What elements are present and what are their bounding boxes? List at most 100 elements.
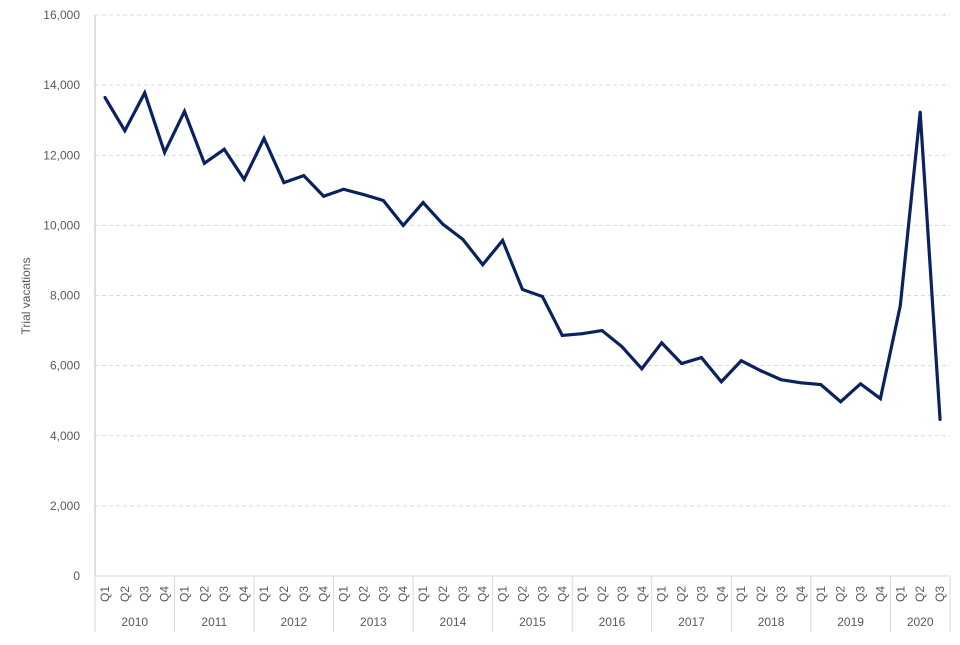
data-point (421, 201, 425, 205)
x-tick-label: Q3 (933, 586, 947, 602)
y-tick-label: 16,000 (43, 8, 80, 22)
data-point (381, 198, 385, 202)
x-tick-label: Q3 (217, 586, 231, 602)
x-tick-label: Q1 (734, 586, 748, 602)
y-tick-label: 14,000 (43, 78, 80, 92)
data-point (859, 382, 863, 386)
data-point (501, 238, 505, 242)
x-tick-label: Q2 (436, 586, 450, 602)
x-tick-label: Q4 (555, 586, 569, 602)
year-label: 2017 (678, 615, 705, 629)
x-tick-label: Q1 (177, 586, 191, 602)
data-point (282, 181, 286, 185)
x-tick-label: Q3 (854, 586, 868, 602)
data-point (640, 367, 644, 371)
x-tick-label: Q3 (138, 586, 152, 602)
x-tick-label: Q1 (257, 586, 271, 602)
data-point (401, 223, 405, 227)
x-tick-label: Q4 (873, 586, 887, 602)
data-point (600, 329, 604, 333)
data-point (719, 380, 723, 384)
year-label: 2011 (201, 615, 227, 629)
x-tick-label: Q1 (575, 586, 589, 602)
data-point (441, 222, 445, 226)
x-tick-label: Q1 (814, 586, 828, 602)
x-tick-label: Q4 (714, 586, 728, 602)
x-tick-label: Q2 (277, 586, 291, 602)
x-tick-label: Q2 (913, 586, 927, 602)
x-tick-label: Q4 (396, 586, 410, 602)
data-point (182, 109, 186, 113)
y-axis-label: Trial vacations (19, 258, 33, 335)
data-point (540, 295, 544, 299)
series (103, 88, 942, 422)
data-point (202, 161, 206, 165)
y-tick-label: 8,000 (50, 289, 80, 303)
data-point (799, 381, 803, 385)
x-tick-label: Q3 (535, 586, 549, 602)
data-point (938, 418, 942, 422)
data-point (680, 362, 684, 366)
data-point (560, 333, 564, 337)
x-tick-label: Q1 (496, 586, 510, 602)
x-tick-label: Q4 (476, 586, 490, 602)
x-tick-label: Q1 (416, 586, 430, 602)
data-point (361, 193, 365, 197)
data-point (878, 397, 882, 401)
data-point (481, 263, 485, 267)
data-point (699, 356, 703, 360)
y-axis-ticks: 0 2,000 4,000 6,000 8,000 10,000 12,000 14,000 1… (43, 8, 80, 583)
x-tick-label: Q4 (158, 586, 172, 602)
x-tick-label: Q2 (675, 586, 689, 602)
x-tick-label: Q2 (834, 586, 848, 602)
y-tick-label: 2,000 (50, 499, 80, 513)
year-label: 2012 (280, 615, 307, 629)
data-point (222, 147, 226, 151)
year-label: 2010 (121, 615, 148, 629)
x-tick-label: Q3 (694, 586, 708, 602)
x-tick-label: Q3 (297, 586, 311, 602)
data-point (302, 174, 306, 178)
data-point (143, 91, 147, 95)
data-point (242, 177, 246, 181)
data-point (759, 369, 763, 373)
data-point (918, 110, 922, 114)
y-tick-label: 10,000 (43, 218, 80, 232)
data-point (819, 383, 823, 387)
data-point (262, 136, 266, 140)
year-label: 2020 (907, 615, 934, 629)
data-point (739, 359, 743, 363)
y-tick-label: 0 (73, 569, 80, 583)
x-tick-label: Q1 (337, 586, 351, 602)
data-point (660, 341, 664, 345)
data-point (779, 378, 783, 382)
x-tick-label: Q1 (98, 586, 112, 602)
x-tick-label: Q1 (893, 586, 907, 602)
y-tick-label: 12,000 (43, 148, 80, 162)
data-point (839, 400, 843, 404)
year-label: 2013 (360, 615, 387, 629)
x-tick-label: Q3 (376, 586, 390, 602)
data-point (898, 304, 902, 308)
data-point (322, 194, 326, 198)
x-tick-label: Q3 (774, 586, 788, 602)
year-label: 2015 (519, 615, 546, 629)
x-tick-label: Q2 (197, 586, 211, 602)
data-point (163, 150, 167, 154)
year-label: 2019 (837, 615, 864, 629)
x-tick-label: Q4 (635, 586, 649, 602)
y-tick-label: 4,000 (50, 429, 80, 443)
x-tick-label: Q2 (356, 586, 370, 602)
year-label: 2018 (758, 615, 785, 629)
year-label: 2016 (599, 615, 626, 629)
x-tick-label: Q1 (655, 586, 669, 602)
x-tick-label: Q4 (794, 586, 808, 602)
data-point (123, 129, 127, 133)
x-tick-label: Q4 (237, 586, 251, 602)
data-point (461, 237, 465, 241)
data-point (521, 288, 524, 292)
series-line (103, 88, 942, 420)
y-tick-label: 6,000 (50, 359, 80, 373)
data-point (103, 95, 107, 99)
